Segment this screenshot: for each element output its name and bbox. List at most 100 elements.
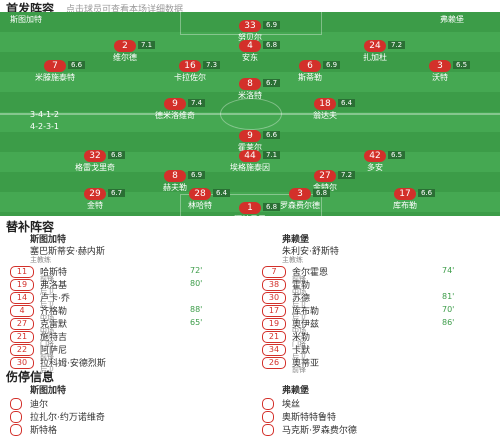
player-number[interactable]: 8 <box>239 78 261 90</box>
formation: 4-2-3-1 <box>30 122 60 131</box>
sub-position: 后卫 <box>292 301 306 309</box>
player-name[interactable]: 金特尔 <box>313 183 337 192</box>
player-number[interactable]: 42 <box>364 150 386 162</box>
sub-name[interactable]: 卢卡·乔 <box>40 294 70 304</box>
player-name[interactable]: 努贝尔 <box>238 33 262 42</box>
sub-position: 后卫 <box>40 301 54 309</box>
player-name[interactable]: 林哈特 <box>188 201 212 210</box>
team-name: 斯图加特 <box>30 386 67 396</box>
sub-name[interactable]: 齐格勒 <box>40 307 68 317</box>
player-name[interactable]: 霍莱尔 <box>238 143 262 152</box>
player-number[interactable]: 18 <box>314 98 336 110</box>
player-name[interactable]: 多安 <box>367 163 383 172</box>
player-name[interactable]: 米滕施泰特 <box>35 73 75 82</box>
sub-number[interactable]: 21 <box>262 331 286 343</box>
sub-number[interactable]: 19 <box>10 279 34 291</box>
sub-name[interactable]: 奥蒂亚 <box>292 359 320 369</box>
player-name[interactable]: 翁达夫 <box>313 111 337 120</box>
player-name[interactable]: 维尔德 <box>113 53 137 62</box>
sub-name[interactable]: 弗洛基 <box>40 281 68 291</box>
player-number[interactable]: 8 <box>164 170 186 182</box>
team-name: 弗赖堡 <box>282 235 310 245</box>
player-rating: 6.8 <box>263 41 281 49</box>
player-rating: 6.4 <box>213 189 231 197</box>
injury-icon <box>10 398 22 410</box>
player-number[interactable]: 32 <box>84 150 106 162</box>
sub-number[interactable]: 30 <box>10 357 34 369</box>
pitch-line <box>180 11 322 35</box>
player-number[interactable]: 6 <box>299 60 321 72</box>
sub-number[interactable]: 7 <box>262 266 286 278</box>
player-number[interactable]: 7 <box>44 60 66 72</box>
player-name[interactable]: 斯蒂勒 <box>298 73 322 82</box>
sub-number[interactable]: 19 <box>262 318 286 330</box>
sub-name[interactable]: 施特吉 <box>40 333 68 343</box>
injury-icon <box>262 424 274 436</box>
sub-name[interactable]: 舍尔霍恩 <box>292 268 329 278</box>
sub-name[interactable]: 米勒 <box>292 333 311 343</box>
sub-number[interactable]: 11 <box>10 266 34 278</box>
sub-number[interactable]: 30 <box>262 292 286 304</box>
sub-position: 后卫 <box>40 366 54 374</box>
sub-name[interactable]: 哈斯特 <box>40 268 68 278</box>
team-name: 弗赖堡 <box>440 15 464 24</box>
sub-name[interactable]: 奥伊兹 <box>292 320 320 330</box>
player-number[interactable]: 33 <box>239 20 261 32</box>
player-number[interactable]: 28 <box>189 188 211 200</box>
player-name[interactable]: 埃格施泰因 <box>230 163 270 172</box>
coach-name: 塞巴斯蒂安·赫内斯 <box>30 247 105 257</box>
player-name[interactable]: 卡拉佐尔 <box>174 73 206 82</box>
player-number[interactable]: 24 <box>364 40 386 52</box>
formation: 3-4-1-2 <box>30 110 60 119</box>
player-name[interactable]: 罗森费尔德 <box>280 201 320 210</box>
sub-number[interactable]: 17 <box>262 305 286 317</box>
player-number[interactable]: 4 <box>239 40 261 52</box>
sub-name[interactable]: 苏德 <box>292 294 311 304</box>
player-name[interactable]: 扎加杜 <box>363 53 387 62</box>
player-number[interactable]: 1 <box>239 202 261 214</box>
player-number[interactable]: 44 <box>239 150 261 162</box>
player-name[interactable]: 赫夫勒 <box>163 183 187 192</box>
player-name[interactable]: 米洛特 <box>238 91 262 100</box>
player-number[interactable]: 3 <box>289 188 311 200</box>
sub-number[interactable]: 27 <box>10 318 34 330</box>
team-name: 斯图加特 <box>30 235 67 245</box>
sub-minute: 86' <box>442 318 455 327</box>
player-number[interactable]: 3 <box>429 60 451 72</box>
sub-name[interactable]: 阿萨尼 <box>40 346 68 356</box>
injury-icon <box>10 411 22 423</box>
sub-number[interactable]: 34 <box>262 344 286 356</box>
sub-name[interactable]: 卡默 <box>292 346 311 356</box>
sub-name[interactable]: 库布勒 <box>292 307 320 317</box>
sub-position: 门将 <box>40 340 54 348</box>
sub-number[interactable]: 38 <box>262 279 286 291</box>
player-number[interactable]: 27 <box>314 170 336 182</box>
injury-icon <box>262 398 274 410</box>
player-name[interactable]: 安东 <box>242 53 258 62</box>
player-number[interactable]: 29 <box>84 188 106 200</box>
player-number[interactable]: 2 <box>114 40 136 52</box>
player-number[interactable]: 9 <box>239 130 261 142</box>
sub-number[interactable]: 14 <box>10 292 34 304</box>
player-number[interactable]: 17 <box>394 188 416 200</box>
player-name[interactable]: 库布勒 <box>393 201 417 210</box>
pitch-line <box>220 98 282 130</box>
sub-number[interactable]: 26 <box>262 357 286 369</box>
player-rating: 6.5 <box>388 151 406 159</box>
pitch-line <box>180 194 322 218</box>
player-name[interactable]: 德米洛维奇 <box>155 111 195 120</box>
sub-name[interactable]: 霍勒 <box>292 281 311 291</box>
sub-name[interactable]: 拉科姆·安德烈斯 <box>40 359 106 369</box>
player-name[interactable]: 沃特 <box>432 73 448 82</box>
player-name[interactable]: 金特 <box>87 201 103 210</box>
player-name[interactable]: 阿特贝里 <box>234 215 266 224</box>
player-name[interactable]: 格雷戈里奇 <box>75 163 115 172</box>
player-number[interactable]: 16 <box>179 60 201 72</box>
sub-position: 前锋 <box>292 275 306 283</box>
sub-number[interactable]: 22 <box>10 344 34 356</box>
sub-number[interactable]: 21 <box>10 331 34 343</box>
sub-number[interactable]: 4 <box>10 305 34 317</box>
sub-name[interactable]: 克雷默 <box>40 320 68 330</box>
injured-player: 马克斯·罗森费尔德 <box>282 426 357 436</box>
player-number[interactable]: 9 <box>164 98 186 110</box>
